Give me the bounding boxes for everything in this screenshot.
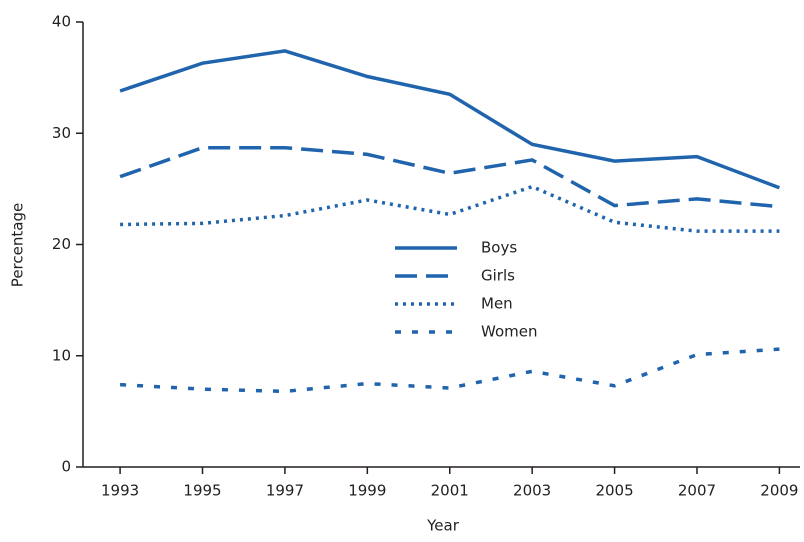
x-tick-label: 1997	[266, 482, 304, 500]
x-tick-label: 2005	[595, 482, 633, 500]
legend-label: Men	[481, 295, 513, 313]
y-tick-label: 0	[61, 458, 71, 476]
legend-label: Girls	[481, 267, 515, 285]
y-axis-label: Percentage	[9, 203, 27, 287]
x-tick-label: 1993	[101, 482, 139, 500]
x-tick-label: 2001	[431, 482, 469, 500]
series-line	[119, 49, 781, 190]
x-tick-label: 1995	[183, 482, 221, 500]
x-tick-label: 2009	[760, 482, 798, 500]
y-tick-label: 10	[52, 346, 71, 364]
series-line	[119, 347, 780, 394]
y-tick-label: 20	[52, 235, 71, 253]
y-tick-label: 30	[52, 124, 71, 142]
series-line	[120, 184, 780, 233]
x-axis-label: Year	[426, 517, 460, 535]
legend-label: Women	[481, 323, 537, 341]
legend-label: Boys	[481, 239, 517, 257]
y-tick-label: 40	[52, 13, 71, 31]
series-line	[119, 145, 780, 209]
x-tick-label: 1999	[348, 482, 386, 500]
x-tick-label: 2007	[678, 482, 716, 500]
x-tick-label: 2003	[513, 482, 551, 500]
